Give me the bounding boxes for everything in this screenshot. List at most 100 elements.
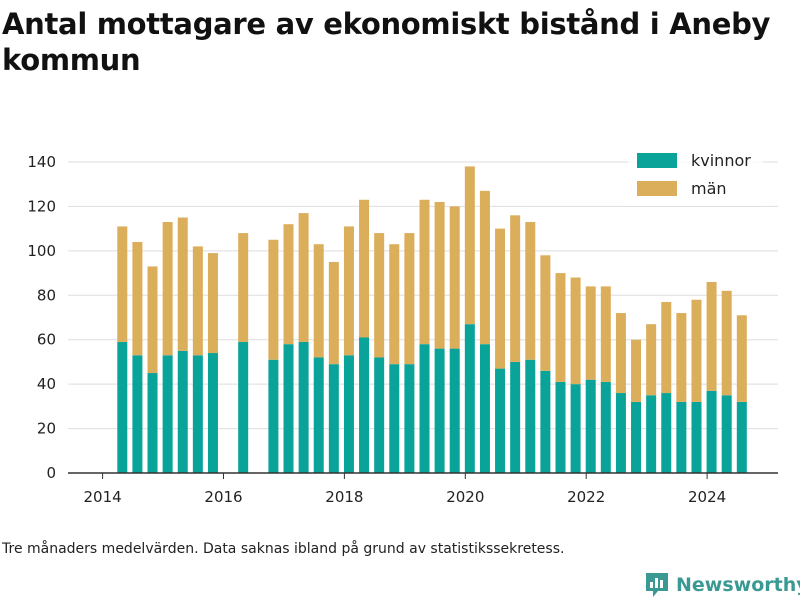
bar-kvinnor bbox=[343, 355, 354, 473]
bar-man bbox=[661, 301, 672, 394]
bar-man bbox=[268, 239, 279, 360]
bar-man bbox=[162, 221, 173, 356]
bar-kvinnor bbox=[676, 401, 687, 473]
bar-man bbox=[646, 324, 657, 396]
bar-man bbox=[449, 206, 460, 349]
bar-man bbox=[464, 166, 475, 325]
bar-man bbox=[419, 199, 430, 345]
bar-kvinnor bbox=[661, 393, 672, 473]
legend-swatch bbox=[637, 153, 677, 168]
bar-kvinnor bbox=[691, 401, 702, 473]
newsworthy-logo-icon bbox=[646, 573, 668, 597]
bar-kvinnor bbox=[207, 353, 218, 473]
bar-kvinnor bbox=[736, 401, 747, 473]
bar-kvinnor bbox=[555, 381, 566, 473]
bar-kvinnor bbox=[389, 364, 400, 473]
bar-man bbox=[585, 286, 596, 380]
legend-swatch bbox=[637, 181, 677, 196]
bar-kvinnor bbox=[570, 384, 581, 473]
bar-man bbox=[525, 221, 536, 360]
bar-man bbox=[374, 233, 385, 358]
bar-kvinnor bbox=[298, 341, 309, 473]
bar-man bbox=[343, 226, 354, 356]
bar-man bbox=[691, 299, 702, 402]
bar-man bbox=[359, 199, 370, 338]
bar-man bbox=[570, 277, 581, 385]
bar-man bbox=[495, 228, 506, 369]
bar-man bbox=[615, 313, 626, 394]
bar-kvinnor bbox=[434, 348, 445, 473]
bar-man bbox=[207, 253, 218, 354]
y-tick-label: 40 bbox=[37, 375, 56, 393]
bar-kvinnor bbox=[419, 344, 430, 473]
legend-label: män bbox=[691, 179, 727, 198]
bar-kvinnor bbox=[464, 324, 475, 473]
bar-man bbox=[328, 261, 339, 365]
bar-man bbox=[736, 315, 747, 402]
bar-man bbox=[238, 233, 249, 342]
bar-man bbox=[298, 213, 309, 342]
bar-kvinnor bbox=[283, 344, 294, 473]
bar-kvinnor bbox=[117, 341, 128, 473]
bar-man bbox=[540, 255, 551, 371]
bar-kvinnor bbox=[479, 344, 490, 473]
y-tick-label: 120 bbox=[27, 197, 56, 215]
bar-man bbox=[192, 246, 203, 356]
y-tick-label: 20 bbox=[37, 420, 56, 438]
bar-kvinnor bbox=[238, 341, 249, 473]
bar-kvinnor bbox=[404, 364, 415, 473]
y-tick-label: 100 bbox=[27, 242, 56, 260]
bar-kvinnor bbox=[495, 368, 506, 473]
x-tick-label: 2020 bbox=[446, 488, 484, 506]
bar-man bbox=[132, 241, 143, 356]
bar-kvinnor bbox=[540, 370, 551, 473]
brand-logo: Newsworthy bbox=[644, 570, 800, 600]
bar-kvinnor bbox=[706, 390, 717, 473]
y-tick-label: 140 bbox=[27, 153, 56, 171]
bar-kvinnor bbox=[600, 381, 611, 473]
y-tick-label: 80 bbox=[37, 286, 56, 304]
bar-kvinnor bbox=[313, 357, 324, 473]
legend-label: kvinnor bbox=[691, 151, 751, 170]
bar-man bbox=[676, 313, 687, 402]
bar-man bbox=[434, 201, 445, 349]
bar-man bbox=[600, 286, 611, 382]
bar-chart: 0 20 40 60 80 100 120 140 2014 2016 2018 2020 2022 20… bbox=[27, 151, 778, 506]
bar-man bbox=[479, 190, 490, 345]
footnote: Tre månaders medelvärden. Data saknas ib… bbox=[2, 541, 565, 557]
bar-man bbox=[404, 233, 415, 365]
bar-kvinnor bbox=[646, 395, 657, 473]
bar-kvinnor bbox=[132, 355, 143, 473]
bar-kvinnor bbox=[374, 357, 385, 473]
bar-kvinnor bbox=[177, 350, 188, 473]
bar-man bbox=[177, 217, 188, 351]
bar-man bbox=[313, 244, 324, 358]
bar-kvinnor bbox=[359, 337, 370, 473]
x-tick-label: 2022 bbox=[567, 488, 605, 506]
bar-kvinnor bbox=[449, 348, 460, 473]
bar-man bbox=[510, 215, 521, 362]
bar-kvinnor bbox=[525, 359, 536, 473]
bar-man bbox=[389, 244, 400, 365]
x-tick-label: 2018 bbox=[325, 488, 363, 506]
bar-man bbox=[555, 273, 566, 382]
bar-kvinnor bbox=[721, 395, 732, 473]
x-tick-label: 2014 bbox=[84, 488, 122, 506]
bar-kvinnor bbox=[192, 355, 203, 473]
bar-kvinnor bbox=[510, 361, 521, 473]
bar-man bbox=[721, 290, 732, 396]
bar-man bbox=[117, 226, 128, 342]
y-tick-label: 60 bbox=[37, 331, 56, 349]
x-tick-label: 2016 bbox=[204, 488, 242, 506]
bar-kvinnor bbox=[631, 401, 642, 473]
bar-kvinnor bbox=[162, 355, 173, 473]
chart-title: Antal mottagare av ekonomiskt bistånd i … bbox=[2, 7, 771, 77]
bar-kvinnor bbox=[147, 373, 158, 473]
bar-kvinnor bbox=[585, 379, 596, 473]
y-tick-label: 0 bbox=[46, 464, 56, 482]
bar-man bbox=[631, 339, 642, 402]
bar-man bbox=[706, 281, 717, 391]
bar-kvinnor bbox=[268, 359, 279, 473]
bar-kvinnor bbox=[615, 393, 626, 473]
x-tick-label: 2024 bbox=[688, 488, 726, 506]
